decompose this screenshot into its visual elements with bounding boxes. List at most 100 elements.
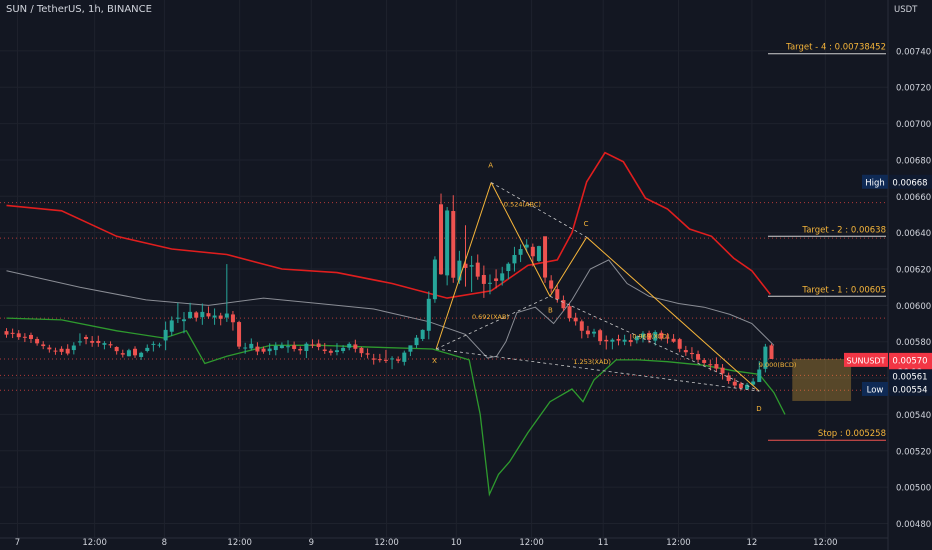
x-tick-label: 12:00: [374, 538, 399, 548]
y-tick-label: 0.00740: [896, 47, 931, 57]
badge-tag: SUNUSDT: [847, 356, 886, 365]
candle-body: [365, 353, 370, 355]
badge-value-box: [889, 369, 932, 384]
candle-body: [402, 352, 407, 362]
pattern-point-label: X: [432, 357, 437, 365]
pattern-ratio-label: 0.692(XAB): [472, 313, 509, 321]
candle-body: [10, 332, 15, 334]
candle-body: [751, 381, 756, 385]
pattern-ratio-line: [435, 295, 551, 350]
candle-body: [573, 317, 578, 322]
candle-body: [151, 343, 156, 345]
candle-body: [640, 333, 645, 338]
candle-body: [445, 210, 450, 276]
candle-body: [139, 352, 144, 357]
candle-body: [610, 339, 615, 342]
x-tick-label: 12:00: [82, 538, 107, 548]
badge-tag: Low: [867, 385, 884, 395]
candle-body: [561, 300, 566, 309]
candle-body: [408, 345, 413, 352]
candle-body: [647, 332, 652, 340]
candle-body: [769, 345, 774, 359]
candle-body: [120, 353, 125, 355]
y-tick-label: 0.00580: [896, 338, 931, 348]
candle-body: [665, 337, 670, 339]
candle-body: [439, 204, 444, 275]
candle-body: [353, 344, 358, 349]
entry-zone: [792, 358, 852, 401]
candle-body: [738, 383, 743, 389]
candle-body: [206, 313, 211, 317]
target-level-label: Target - 1 : 0.00605: [801, 285, 886, 295]
candle-body: [181, 319, 186, 322]
pattern-point-label: D: [756, 405, 761, 413]
candle-body: [432, 259, 437, 300]
candle-body: [328, 350, 333, 353]
candle-body: [426, 298, 431, 331]
x-tick-label: 12:00: [519, 538, 544, 548]
badge-tag-box: [844, 352, 888, 367]
candle-body: [84, 336, 89, 339]
candle-body: [549, 280, 554, 289]
candle-body: [145, 347, 150, 351]
candle-body: [114, 346, 119, 352]
badge-value: 0.00554: [892, 385, 927, 395]
candle-body: [218, 315, 223, 319]
candle-body: [524, 244, 529, 248]
candle-body: [255, 346, 260, 352]
candle-body: [273, 345, 278, 351]
y-tick-label: 0.00680: [896, 156, 931, 166]
candle-body: [543, 236, 548, 278]
candle-body: [585, 330, 590, 335]
candle-body: [22, 336, 27, 338]
candle-body: [720, 367, 725, 374]
candle-body: [41, 344, 46, 347]
candle-body: [457, 260, 462, 281]
candle-body: [157, 344, 162, 346]
candle-body: [47, 347, 52, 350]
candle-body: [267, 348, 272, 352]
candle-body: [683, 350, 688, 353]
y-tick-label: 0.00660: [896, 193, 931, 203]
target-level-label: Target - 4 : 0.00738452: [785, 43, 886, 53]
candle-body: [71, 345, 76, 351]
x-tick-label: 11: [598, 538, 609, 548]
badge-tag: High: [865, 178, 885, 188]
candle-body: [518, 249, 523, 255]
candle-body: [598, 330, 603, 342]
candle-body: [469, 265, 474, 267]
candle-body: [689, 352, 694, 355]
candle-body: [286, 346, 291, 348]
candle-body: [536, 246, 541, 262]
y-tick-label: 0.00640: [896, 229, 931, 239]
badge-value: 0.00668: [892, 178, 927, 188]
x-tick-label: 12:00: [666, 538, 691, 548]
candle-body: [579, 321, 584, 331]
candle-body: [414, 337, 419, 346]
candle-body: [77, 341, 82, 343]
candle-body: [634, 336, 639, 341]
candle-body: [622, 339, 627, 342]
y-tick-label: 0.00700: [896, 120, 931, 130]
candle-body: [102, 343, 107, 345]
y-tick-label: 0.00600: [896, 302, 931, 312]
candle-body: [763, 346, 768, 369]
candle-body: [230, 314, 235, 323]
candle-body: [696, 354, 701, 360]
middle-band-line: [6, 259, 775, 359]
x-tick-label: 9: [309, 538, 314, 548]
candle-body: [292, 345, 297, 349]
candle-body: [592, 331, 597, 334]
candle-body: [322, 349, 327, 351]
currency-unit: USDT: [894, 5, 918, 15]
candle-body: [475, 262, 480, 277]
lower-band-line: [6, 317, 786, 497]
pattern-leg: [490, 182, 551, 297]
pattern-ratio-label: 0.969(XCD): [632, 333, 669, 341]
pattern-leg: [549, 236, 588, 297]
x-tick-label: 12: [747, 538, 758, 548]
candle-body: [616, 338, 621, 341]
target-level-label: Stop : 0.005258: [818, 429, 886, 439]
pattern-point-label: B: [548, 306, 553, 314]
